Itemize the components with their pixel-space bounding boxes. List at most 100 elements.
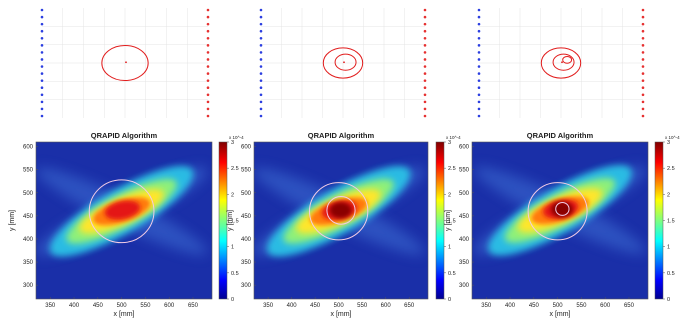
colorbar-tick-label: 2 — [448, 192, 451, 198]
right-array-element — [423, 79, 427, 82]
left-array-element — [477, 114, 481, 118]
right-array-element — [423, 22, 427, 26]
left-array-element — [40, 100, 44, 104]
left-array-element — [477, 100, 481, 104]
colorbar-tick-label: 1.5 — [667, 219, 675, 225]
heatmap-panel-1: QRAPID Algorithm 350 400 450 500 550 600 650 x [… — [9, 131, 244, 318]
colorbar-tick-label: 1 — [448, 245, 451, 251]
right-array-element — [423, 100, 427, 104]
x-tick-label: 350 — [45, 303, 56, 309]
y-tick-label: 450 — [23, 214, 34, 220]
right-array-element — [206, 51, 210, 54]
left-array-element — [40, 51, 44, 54]
colorbar-tick-label: 1 — [667, 245, 670, 251]
geometry-panel-2 — [259, 8, 427, 118]
colorbar-tick-label: 0.5 — [231, 271, 239, 277]
x-tick-label: 550 — [576, 303, 587, 309]
left-array-element — [40, 58, 44, 61]
left-array-element — [259, 58, 263, 61]
left-array-element — [40, 29, 44, 33]
left-array-element — [40, 15, 44, 19]
right-array-element — [206, 65, 210, 68]
y-axis-label: y [mm] — [9, 210, 16, 231]
x-tick-label: 500 — [553, 303, 564, 309]
target-circle-1 — [540, 47, 582, 79]
x-tick-label: 400 — [69, 303, 80, 309]
y-tick-label: 400 — [241, 237, 252, 243]
x-tick-label: 650 — [404, 303, 415, 309]
x-tick-label: 450 — [529, 303, 540, 309]
y-tick-label: 450 — [459, 214, 470, 220]
colorbar-tick-label: 0.5 — [448, 271, 456, 277]
x-tick-label: 550 — [140, 303, 151, 309]
y-tick-label: 500 — [241, 191, 252, 197]
y-axis-label: y [mm] — [227, 210, 234, 231]
x-tick-label: 450 — [310, 303, 321, 309]
right-array-element — [423, 44, 427, 47]
right-array-element — [423, 51, 427, 54]
left-array-element — [40, 72, 44, 75]
left-array-element — [259, 29, 263, 33]
colorbar-tick-label: 2 — [667, 192, 670, 198]
right-array-element — [423, 72, 427, 75]
right-array-element — [641, 8, 645, 12]
right-array-element — [641, 51, 645, 54]
overlay-circle-2 — [326, 195, 356, 225]
right-array-element — [641, 93, 645, 97]
plot-frame — [35, 141, 213, 300]
x-tick-label: 600 — [164, 303, 175, 309]
colorbar-tick-label: 2.5 — [667, 166, 675, 172]
colorbar-multiplier: x 10^-4 — [229, 135, 244, 140]
right-array-element — [641, 107, 645, 111]
target-circle-1 — [101, 44, 149, 82]
colorbar-tick-label: 0 — [667, 297, 670, 303]
x-axis-label: x [mm] — [550, 311, 571, 318]
colorbar-tick-label: 2.5 — [231, 166, 239, 172]
right-array-element — [206, 100, 210, 104]
y-tick-label: 400 — [459, 237, 470, 243]
left-array-element — [477, 22, 481, 26]
right-array-element — [641, 29, 645, 33]
y-tick-label: 600 — [459, 145, 470, 151]
left-array-element — [259, 15, 263, 19]
right-array-element — [206, 58, 210, 61]
y-tick-label: 400 — [23, 237, 34, 243]
x-axis-label: x [mm] — [114, 311, 135, 318]
left-array-element — [40, 79, 44, 82]
left-array-element — [259, 93, 263, 97]
right-array-element — [206, 79, 210, 82]
colorbar-multiplier: x 10^-4 — [665, 135, 680, 140]
y-tick-label: 350 — [23, 260, 34, 266]
x-tick-label: 500 — [117, 303, 128, 309]
center-marker — [343, 61, 345, 64]
left-array-element — [259, 8, 263, 12]
y-tick-label: 300 — [241, 283, 252, 289]
colorbar-tick-label: 2.5 — [448, 166, 456, 172]
y-tick-label: 300 — [23, 283, 34, 289]
right-array-element — [641, 22, 645, 26]
left-array-element — [40, 36, 44, 40]
heatmap-panel-3: QRAPID Algorithm 350 400 450 500 550 600 650 x [… — [445, 131, 680, 318]
right-array-element — [423, 29, 427, 33]
left-array-element — [259, 44, 263, 47]
overlay-circle-1 — [88, 179, 155, 244]
y-tick-label: 550 — [241, 168, 252, 174]
lobe-darkred — [329, 202, 352, 219]
right-array-element — [206, 107, 210, 111]
right-array-element — [423, 65, 427, 68]
right-array-element — [206, 72, 210, 75]
target-circle-2 — [552, 53, 575, 71]
left-array-element — [40, 44, 44, 47]
left-array-element — [477, 65, 481, 68]
left-array-element — [40, 107, 44, 111]
x-tick-label: 400 — [505, 303, 516, 309]
geometry-panel-3 — [477, 8, 645, 118]
right-array-element — [641, 15, 645, 19]
left-array-element — [477, 72, 481, 75]
overlay-circle-2 — [555, 201, 570, 216]
right-array-element — [206, 29, 210, 33]
geometry-panel-1 — [40, 8, 210, 118]
right-array-element — [423, 86, 427, 90]
left-array-element — [259, 79, 263, 82]
